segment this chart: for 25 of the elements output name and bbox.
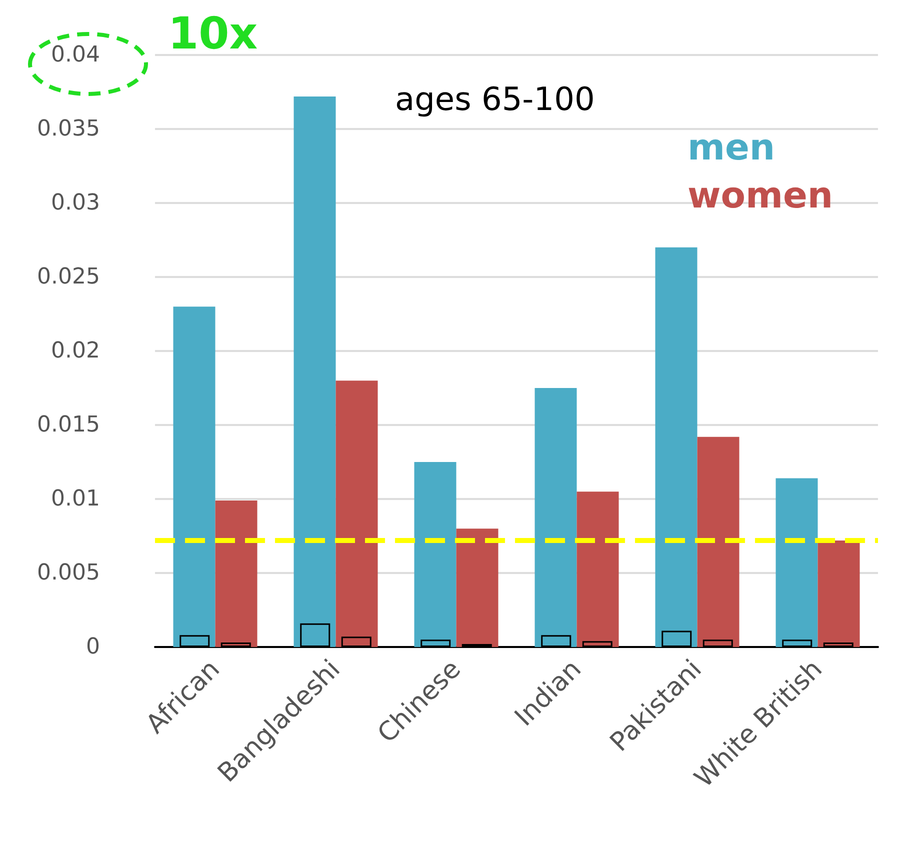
bar (456, 528, 498, 647)
bar (576, 492, 619, 647)
bar (818, 540, 860, 647)
y-tick-label: 0.015 (37, 412, 100, 438)
y-tick-label: 0.03 (51, 190, 100, 216)
y-tick-label: 0.02 (51, 338, 100, 364)
text: women (687, 176, 833, 216)
bar (294, 96, 336, 647)
bar (534, 388, 577, 647)
bar (776, 478, 818, 647)
bar (655, 247, 698, 647)
y-tick-label: 0.04 (51, 42, 100, 68)
annotation: 10x (168, 8, 258, 60)
y-tick-label: 0 (86, 634, 100, 660)
bar (697, 436, 740, 647)
bar (414, 462, 456, 647)
bar (173, 306, 216, 647)
bar (336, 380, 378, 647)
y-tick-label: 0.035 (37, 116, 100, 142)
y-tick-label: 0.025 (37, 264, 100, 290)
y-tick-label: 0.005 (37, 560, 100, 586)
y-tick-label: 0.01 (51, 486, 100, 512)
text: men (687, 128, 776, 168)
text: ages 65-100 (395, 80, 595, 118)
bar (215, 500, 258, 647)
